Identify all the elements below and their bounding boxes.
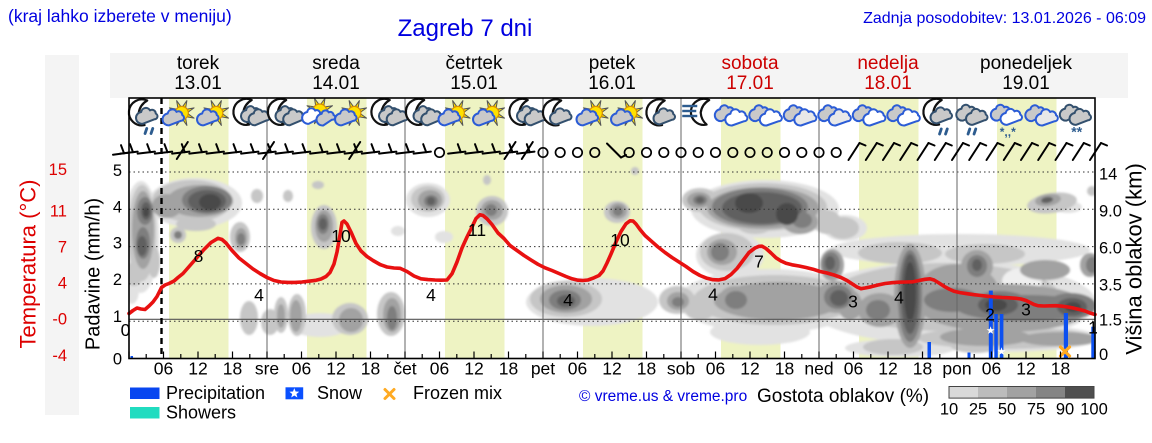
svg-text:90: 90 <box>1056 401 1074 419</box>
svg-text:25: 25 <box>969 401 987 419</box>
svg-text:Zadnja posodobitev: 13.01.2026: Zadnja posodobitev: 13.01.2026 - 06:09 <box>863 10 1146 27</box>
svg-text:4: 4 <box>894 288 904 308</box>
svg-text:06: 06 <box>430 359 449 379</box>
svg-text:14.01: 14.01 <box>312 73 360 94</box>
svg-text:četrtek: četrtek <box>445 53 503 74</box>
svg-text:19.01: 19.01 <box>1002 73 1050 94</box>
svg-text:© vreme.us & vreme.pro: © vreme.us & vreme.pro <box>579 388 747 405</box>
svg-text:06: 06 <box>292 359 311 379</box>
svg-text:18: 18 <box>361 359 380 379</box>
svg-text:sreda: sreda <box>312 53 360 74</box>
svg-text:1: 1 <box>1088 318 1098 338</box>
svg-text:1.5: 1.5 <box>1099 312 1122 330</box>
svg-text:12: 12 <box>1016 359 1035 379</box>
svg-text:8: 8 <box>194 246 204 266</box>
svg-text:0: 0 <box>113 351 122 369</box>
svg-text:7: 7 <box>754 252 764 272</box>
svg-text:18: 18 <box>499 359 518 379</box>
svg-text:4: 4 <box>708 285 718 305</box>
svg-text:12: 12 <box>464 359 483 379</box>
svg-text:6.0: 6.0 <box>1099 240 1122 258</box>
svg-text:3: 3 <box>848 292 858 312</box>
svg-text:-4: -4 <box>52 347 67 365</box>
svg-text:sre: sre <box>255 359 279 379</box>
svg-text:06: 06 <box>844 359 863 379</box>
svg-text:100: 100 <box>1080 401 1108 419</box>
svg-text:Višina oblakov (km): Višina oblakov (km) <box>1121 163 1146 355</box>
svg-text:sob: sob <box>667 359 695 379</box>
svg-text:*,,*: *,,* <box>1000 125 1016 139</box>
svg-text:10: 10 <box>940 401 958 419</box>
svg-text:nedelja: nedelja <box>857 53 919 74</box>
svg-text:torek: torek <box>177 53 220 74</box>
svg-text:(kraj lahko izberete v meniju): (kraj lahko izberete v meniju) <box>8 6 232 26</box>
svg-text:12: 12 <box>188 359 207 379</box>
svg-text:18: 18 <box>637 359 656 379</box>
svg-text:4: 4 <box>563 290 573 310</box>
svg-text:16.01: 16.01 <box>588 73 636 94</box>
svg-text:3: 3 <box>1021 300 1031 320</box>
svg-text:Frozen mix: Frozen mix <box>413 383 502 403</box>
svg-text:12: 12 <box>326 359 345 379</box>
svg-text:1: 1 <box>113 308 122 326</box>
svg-text:06: 06 <box>154 359 173 379</box>
svg-text:15.01: 15.01 <box>450 73 498 94</box>
svg-text:12: 12 <box>602 359 621 379</box>
svg-text:4: 4 <box>58 275 67 293</box>
svg-text:18.01: 18.01 <box>864 73 912 94</box>
svg-text:18: 18 <box>223 359 242 379</box>
svg-text:Showers: Showers <box>166 403 236 423</box>
svg-text:06: 06 <box>706 359 725 379</box>
svg-text:3: 3 <box>113 234 122 252</box>
svg-text:čet: čet <box>393 359 416 379</box>
svg-text:2: 2 <box>985 305 995 325</box>
svg-text:9.0: 9.0 <box>1099 203 1122 221</box>
svg-text:06: 06 <box>568 359 587 379</box>
svg-text:4: 4 <box>426 285 436 305</box>
svg-text:12: 12 <box>878 359 897 379</box>
svg-text:Temperatura (°C): Temperatura (°C) <box>15 180 40 349</box>
svg-text:Padavine (mm/h): Padavine (mm/h) <box>82 198 104 350</box>
svg-text:Zagreb 7 dni: Zagreb 7 dni <box>398 15 533 42</box>
svg-text:75: 75 <box>1027 401 1045 419</box>
svg-text:pon: pon <box>942 359 971 379</box>
svg-text:2: 2 <box>113 271 122 289</box>
svg-text:4: 4 <box>113 198 122 216</box>
svg-text:13.01: 13.01 <box>174 73 222 94</box>
svg-text:50: 50 <box>998 401 1016 419</box>
svg-text:18: 18 <box>1051 359 1070 379</box>
svg-text:Precipitation: Precipitation <box>166 383 265 403</box>
svg-text:Gostota oblakov (%): Gostota oblakov (%) <box>757 386 929 407</box>
svg-text:5: 5 <box>113 162 122 180</box>
svg-text:ned: ned <box>804 359 833 379</box>
svg-text:ponedeljek: ponedeljek <box>980 53 1072 74</box>
svg-text:15: 15 <box>49 161 67 179</box>
svg-text:18: 18 <box>913 359 932 379</box>
svg-text:-0: -0 <box>52 311 67 329</box>
svg-text:sobota: sobota <box>721 53 778 74</box>
svg-text:10: 10 <box>610 230 630 250</box>
svg-text:18: 18 <box>775 359 794 379</box>
svg-text:14: 14 <box>1099 166 1117 184</box>
svg-text:3.5: 3.5 <box>1099 277 1122 295</box>
svg-text:Snow: Snow <box>317 383 363 403</box>
svg-text:**: ** <box>1071 124 1082 140</box>
svg-text:17.01: 17.01 <box>726 73 774 94</box>
svg-text:pet: pet <box>531 359 555 379</box>
svg-text:11: 11 <box>50 202 67 220</box>
svg-text:0: 0 <box>121 320 131 340</box>
svg-text:06: 06 <box>982 359 1001 379</box>
svg-text:12: 12 <box>740 359 759 379</box>
svg-text:petek: petek <box>589 53 636 74</box>
svg-text:7: 7 <box>58 239 67 257</box>
svg-text:10: 10 <box>331 226 351 246</box>
svg-text:4: 4 <box>254 285 264 305</box>
svg-text:11: 11 <box>468 220 486 240</box>
svg-text:0: 0 <box>1099 346 1108 364</box>
